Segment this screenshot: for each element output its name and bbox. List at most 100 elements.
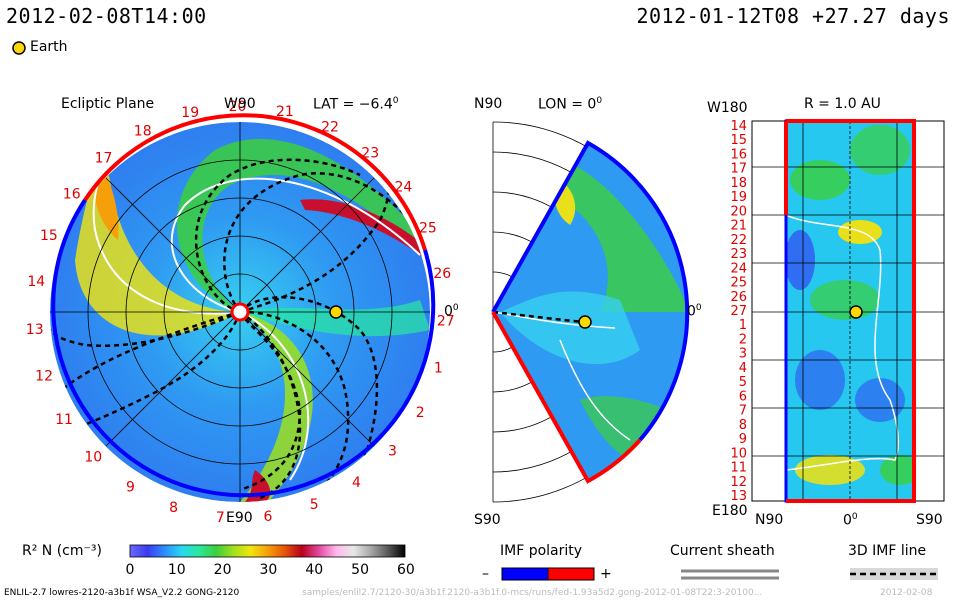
carrington-label: 21 (276, 104, 294, 120)
ecliptic-boundary-positive (83, 113, 427, 251)
ecliptic-bottom-label: E90 (226, 510, 253, 526)
earth-marker-ecliptic (329, 305, 343, 319)
imf-3d-title: 3D IMF line (848, 543, 927, 559)
carrington-label: 20 (229, 99, 247, 115)
ref-time-label: 2012-01-12T08 +27.27 days (636, 4, 950, 28)
carrington-label: 18 (134, 124, 152, 140)
sphere-y-label: 15 (730, 133, 747, 148)
meridional-plot (491, 121, 690, 503)
carrington-label: 26 (433, 266, 451, 282)
colorbar-tick-label: 50 (351, 562, 369, 578)
sphere-boundary-positive (784, 119, 916, 503)
colorbar-label: R² N (cm⁻³) (22, 543, 102, 559)
carrington-label: 14 (27, 274, 45, 290)
earth-marker-sphere (849, 305, 863, 319)
sphere-x-label-s90: S90 (916, 512, 943, 528)
carrington-label: 2 (416, 405, 425, 421)
meridional-green-band (560, 160, 686, 312)
current-sheath-legend-line (681, 568, 779, 580)
sphere-y-label: 25 (730, 276, 747, 291)
density-arm-left-core (94, 175, 119, 240)
sphere-title: R = 1.0 AU (804, 96, 881, 112)
carrington-label: 4 (352, 475, 361, 491)
carrington-label: 6 (264, 509, 273, 525)
imf-polarity-negative-swatch (501, 567, 549, 581)
imf-polarity-positive-swatch (547, 567, 595, 581)
colorbar-tick-label: 10 (167, 562, 186, 578)
sim-time-label: 2012-02-08T14:00 (6, 4, 207, 28)
carrington-label: 12 (35, 369, 53, 385)
imf-polarity-plus: + (600, 566, 612, 582)
sphere-y-label: 7 (739, 404, 747, 419)
sphere-x-label-n90: N90 (755, 512, 784, 528)
sphere-y-label: 16 (730, 148, 747, 163)
meridional-lon-label: LON = 00 (538, 96, 603, 113)
sphere-y-label: 24 (730, 261, 747, 276)
carrington-label: 7 (216, 510, 225, 526)
carrington-label: 1 (434, 361, 443, 377)
carrington-label: 24 (394, 180, 412, 196)
earth-marker-meridional (578, 315, 592, 329)
density-arm-lower (240, 312, 313, 502)
sun-marker (230, 302, 250, 322)
carrington-label: 17 (95, 151, 113, 167)
sphere-x-label-0: 00 (843, 512, 858, 529)
meridional-current-sheath (559, 339, 631, 441)
footer-stamp: 2012-02-08 (880, 588, 933, 598)
density-colorbar (129, 544, 406, 558)
sphere-y-label: 19 (730, 190, 747, 205)
carrington-label: 5 (310, 497, 319, 513)
meridional-boundary-positive (491, 311, 642, 484)
imf-polarity-title: IMF polarity (500, 543, 583, 559)
meridional-cyan-band (500, 291, 640, 365)
ecliptic-title: Ecliptic Plane (61, 96, 155, 112)
sphere-top-left-label: W180 (707, 100, 748, 116)
carrington-label: 3 (388, 444, 397, 460)
carrington-label: 13 (26, 322, 44, 338)
ecliptic-boundary-negative (51, 198, 436, 498)
sphere-plot: 1415161718192021222324252627123456789101… (730, 119, 945, 504)
earth-legend-label: Earth (30, 39, 68, 55)
ecliptic-right-label: 00 (444, 303, 459, 320)
meridional-boundary-negative (491, 140, 690, 442)
carrington-label: 8 (169, 500, 178, 516)
carrington-label: 10 (84, 450, 102, 466)
sphere-y-label: 20 (730, 204, 747, 219)
sphere-y-label: 17 (730, 162, 747, 177)
sphere-y-label: 22 (730, 233, 747, 248)
sphere-y-label: 21 (730, 219, 747, 234)
meridional-top-label: N90 (474, 96, 503, 112)
imf-polarity-minus: – (482, 566, 489, 582)
imf-3d-legend-line (850, 568, 938, 580)
sphere-y-label: 6 (739, 389, 747, 404)
sphere-y-label: 10 (730, 446, 747, 461)
carrington-label: 27 (437, 314, 455, 330)
sphere-y-label: 26 (730, 290, 747, 305)
sphere-y-label: 13 (730, 489, 747, 504)
meridional-imf-line (493, 310, 586, 324)
carrington-labels-ecliptic: 19 20 212223242526271234567891011121314151… (26, 99, 455, 526)
carrington-label: 19 (181, 105, 199, 121)
ecliptic-top-label: W90 (224, 96, 256, 112)
sphere-y-label: 23 (730, 247, 747, 262)
colorbar-tick-label: 0 (125, 562, 135, 578)
sphere-y-label: 14 (730, 119, 747, 134)
sphere-bottom-left-label: E180 (712, 503, 748, 519)
sphere-current-sheath (786, 214, 900, 471)
sphere-y-label: 11 (730, 461, 747, 476)
density-arm-left (75, 167, 240, 336)
meridional-bottom-label: S90 (474, 512, 501, 528)
sphere-y-label: 4 (739, 361, 747, 376)
carrington-label: 9 (126, 480, 135, 496)
carrington-label: 11 (55, 412, 73, 428)
earth-legend-icon (12, 41, 26, 55)
sphere-y-label: 27 (730, 304, 747, 319)
carrington-label: 25 (419, 221, 437, 237)
carrington-label: 15 (40, 228, 58, 244)
sphere-y-label: 8 (739, 418, 747, 433)
carrington-label: 16 (63, 186, 81, 202)
sphere-y-labels: 1415161718192021222324252627123456789101… (730, 119, 747, 504)
colorbar-tick-label: 60 (397, 562, 415, 578)
ecliptic-lat-label: LAT = −6.40 (313, 96, 399, 113)
colorbar-tick-label: 40 (305, 562, 324, 578)
